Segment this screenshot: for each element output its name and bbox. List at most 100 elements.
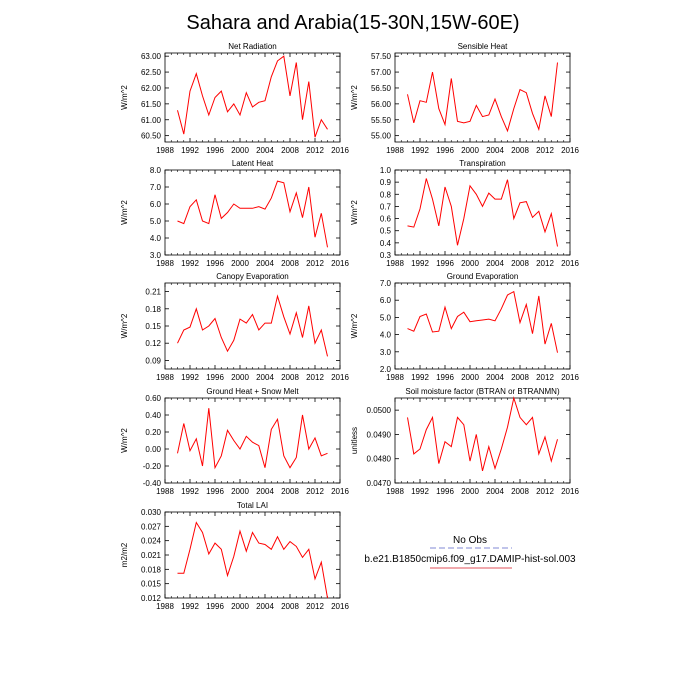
y-tick-label: 0.018	[141, 565, 162, 574]
y-axis-label: W/m^2	[120, 313, 129, 338]
y-tick-label: 0.18	[145, 305, 161, 314]
x-tick-label: 2004	[256, 146, 274, 155]
x-tick-label: 2000	[231, 373, 249, 382]
x-tick-label: 2016	[331, 146, 349, 155]
y-tick-label: 0.7	[380, 202, 392, 211]
y-tick-label: 0.0480	[367, 455, 392, 464]
y-axis-label: W/m^2	[120, 428, 129, 453]
y-tick-label: 0.0490	[367, 430, 392, 439]
y-tick-label: 6.0	[150, 200, 162, 209]
chart-panel: Net Radiation W/m^2 1988 1992 1996 2000 2004 20…	[120, 42, 349, 155]
chart-panel: Transpiration W/m^2 1988 1992 1996 2000 2004 20…	[350, 159, 579, 268]
series-line	[407, 178, 558, 247]
x-tick-label: 2008	[281, 373, 299, 382]
y-tick-label: 57.50	[371, 52, 392, 61]
x-tick-label: 1996	[436, 146, 454, 155]
x-tick-label: 2016	[331, 259, 349, 268]
x-tick-label: 1996	[206, 373, 224, 382]
y-tick-label: 0.0500	[367, 406, 392, 415]
x-tick-label: 2000	[231, 487, 249, 496]
y-tick-label: 6.0	[380, 296, 392, 305]
x-tick-label: 2016	[331, 373, 349, 382]
x-tick-label: 1992	[411, 373, 429, 382]
x-tick-label: 2000	[231, 146, 249, 155]
x-tick-label: 2004	[486, 146, 504, 155]
y-tick-label: 8.0	[150, 166, 162, 175]
x-tick-label: 2000	[231, 602, 249, 611]
panel-title: Latent Heat	[232, 159, 274, 168]
y-axis-label: W/m^2	[350, 85, 359, 110]
y-axis-label: W/m^2	[120, 85, 129, 110]
x-tick-label: 1996	[206, 487, 224, 496]
y-tick-label: 0.20	[145, 428, 161, 437]
x-tick-label: 2000	[461, 146, 479, 155]
x-tick-label: 2012	[306, 487, 324, 496]
x-tick-label: 1988	[156, 487, 174, 496]
y-tick-label: 0.15	[145, 322, 161, 331]
x-tick-label: 2004	[486, 373, 504, 382]
x-tick-label: 2008	[511, 259, 529, 268]
x-tick-label: 2004	[256, 487, 274, 496]
chart-panel: Canopy Evaporation W/m^2 1988 1992 1996 2000 2…	[120, 272, 349, 382]
x-tick-label: 2016	[561, 259, 579, 268]
y-tick-label: 56.00	[371, 100, 392, 109]
y-tick-label: 63.00	[141, 52, 162, 61]
y-tick-label: 0.021	[141, 551, 162, 560]
x-tick-label: 2016	[331, 602, 349, 611]
x-tick-label: 2008	[281, 487, 299, 496]
y-tick-label: 55.50	[371, 116, 392, 125]
y-tick-label: 0.60	[145, 394, 161, 403]
y-tick-label: 0.024	[141, 537, 162, 546]
x-tick-label: 1996	[206, 602, 224, 611]
y-tick-label: 0.0470	[367, 479, 392, 488]
series-line	[177, 294, 328, 357]
x-tick-label: 1988	[386, 259, 404, 268]
y-tick-label: 0.012	[141, 594, 162, 603]
x-tick-label: 2012	[306, 259, 324, 268]
y-tick-label: 0.030	[141, 508, 162, 517]
x-tick-label: 2004	[256, 259, 274, 268]
x-tick-label: 2016	[561, 373, 579, 382]
x-tick-label: 2016	[561, 146, 579, 155]
legend: No Obs b.e21.B1850cmip6.f09_g17.DAMIP-hi…	[364, 535, 576, 569]
y-tick-label: 7.0	[150, 183, 162, 192]
y-axis-label: m2/m2	[120, 542, 129, 567]
x-tick-label: 2004	[256, 373, 274, 382]
series-line	[407, 396, 558, 472]
x-tick-label: 1992	[181, 602, 199, 611]
x-tick-label: 1988	[386, 373, 404, 382]
x-tick-label: 1996	[436, 373, 454, 382]
legend-label-model: b.e21.B1850cmip6.f09_g17.DAMIP-hist-sol.…	[364, 554, 576, 565]
y-tick-label: 0.5	[380, 227, 392, 236]
panel-title: Ground Heat + Snow Melt	[206, 387, 299, 396]
y-axis-label: W/m^2	[120, 200, 129, 225]
figure-title: Sahara and Arabia(15-30N,15W-60E)	[186, 12, 519, 34]
x-tick-label: 2000	[461, 373, 479, 382]
x-tick-label: 1992	[181, 487, 199, 496]
series-line	[407, 290, 558, 353]
y-tick-label: 0.00	[145, 445, 161, 454]
y-tick-label: 57.00	[371, 68, 392, 77]
x-tick-label: 2008	[511, 373, 529, 382]
y-tick-label: 61.00	[141, 116, 162, 125]
x-tick-label: 2008	[281, 146, 299, 155]
panel-title: Transpiration	[459, 159, 505, 168]
x-tick-label: 1988	[156, 259, 174, 268]
y-tick-label: 61.50	[141, 100, 162, 109]
x-tick-label: 1996	[436, 487, 454, 496]
y-tick-label: 5.0	[150, 217, 162, 226]
y-tick-label: 0.3	[380, 251, 392, 260]
x-tick-label: 1988	[386, 487, 404, 496]
y-tick-label: 0.12	[145, 339, 161, 348]
panel-title: Sensible Heat	[458, 42, 509, 51]
y-tick-label: 5.0	[380, 313, 392, 322]
x-tick-label: 1988	[386, 146, 404, 155]
y-tick-label: 62.50	[141, 68, 162, 77]
y-tick-label: 4.0	[380, 331, 392, 340]
x-tick-label: 2016	[561, 487, 579, 496]
y-tick-label: 7.0	[380, 279, 392, 288]
y-axis-label: W/m^2	[350, 313, 359, 338]
x-tick-label: 2016	[331, 487, 349, 496]
y-tick-label: 1.0	[380, 166, 392, 175]
